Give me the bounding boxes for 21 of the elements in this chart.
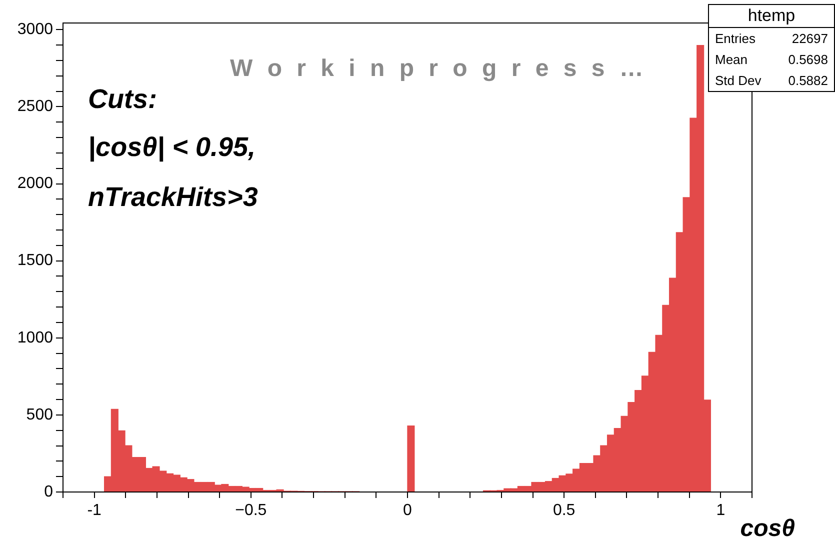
x-tick-label: 0.5 [552, 502, 576, 520]
annotation: Cuts: [88, 84, 157, 115]
annotation: W o r k i n p r o g r e s s … [230, 55, 648, 83]
y-tick-label: 2500 [17, 98, 54, 116]
annotation: htemp [709, 5, 834, 28]
x-tick-label: 0 [403, 502, 412, 520]
x-axis-title: cosθ [740, 515, 795, 543]
y-tick-label: 3000 [17, 21, 54, 38]
y-tick-label: 1000 [17, 329, 54, 346]
y-tick-label: 500 [26, 406, 54, 424]
text: Entries 22697 [715, 31, 828, 46]
x-tick-label: -1 [87, 502, 102, 520]
text: Mean 0.5698 [715, 52, 828, 67]
annotation: |cosθ| < 0.95, [88, 132, 256, 163]
y-tick-label: 0 [44, 483, 54, 500]
x-tick-label: 1 [716, 502, 726, 520]
annotation: nTrackHits>3 [88, 182, 258, 213]
y-tick-label: 2000 [17, 175, 54, 192]
text: Std Dev 0.5882 [715, 73, 828, 88]
y-tick-label: 1500 [17, 252, 54, 270]
x-tick-label: −0.5 [235, 502, 267, 520]
